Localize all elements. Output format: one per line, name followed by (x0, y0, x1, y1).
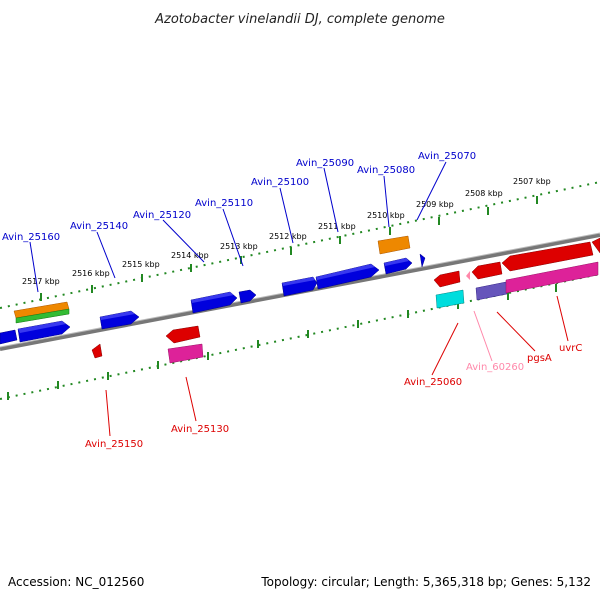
gene-arrow (315, 263, 380, 290)
gene-arrow-small (91, 343, 103, 359)
leader-line (431, 322, 459, 376)
leader-line (496, 311, 536, 352)
green-feature (15, 308, 70, 324)
kbp-label: 2508 kbp (465, 189, 503, 198)
gene-arrow (433, 270, 461, 288)
gene-label: Avin_25160 (2, 232, 60, 243)
gene-arrow (471, 261, 503, 280)
lower-gene-labels: Avin_25150 Avin_25130 Avin_25060 pgsA uv… (85, 343, 582, 450)
leader-line (105, 389, 111, 437)
kbp-label: 2512 kbp (269, 232, 307, 241)
kbp-label: 2515 kbp (122, 260, 160, 269)
upper-gene-labels: Avin_25160 Avin_25140 Avin_25120 Avin_25… (2, 151, 476, 243)
upper-leader-lines (29, 161, 447, 293)
gene-label: uvrC (559, 343, 582, 354)
kbp-label: 2510 kbp (367, 211, 405, 220)
leader-line (556, 295, 569, 342)
gene-label: Avin_25070 (418, 151, 476, 162)
accession-text: Accession: NC_012560 (8, 575, 144, 589)
kbp-label: 2507 kbp (513, 177, 551, 186)
leader-line (162, 219, 205, 263)
leader-line (416, 161, 447, 221)
gene-label: Avin_60260 (466, 362, 524, 373)
cyan-feature (435, 289, 465, 309)
gene-arrow-edge (591, 237, 600, 254)
gene-label: Avin_25120 (133, 210, 191, 221)
kbp-label: 2513 kbp (220, 242, 258, 251)
gene-label: Avin_25100 (251, 177, 309, 188)
forward-gene-highlights (18, 258, 409, 333)
kbp-label: 2516 kbp (72, 269, 110, 278)
gene-arrow-long (501, 241, 594, 272)
gene-label: Avin_25140 (70, 221, 128, 232)
leader-line (323, 167, 339, 233)
gene-label: pgsA (527, 353, 552, 364)
genome-stats-text: Topology: circular; Length: 5,365,318 bp… (260, 575, 591, 589)
leader-line (29, 241, 39, 293)
gene-label: Avin_25110 (195, 198, 253, 209)
leader-line-pink (473, 310, 493, 362)
lower-ticks (7, 284, 557, 400)
leader-line (222, 208, 244, 267)
purple-feature (475, 281, 508, 301)
kbp-label: 2517 kbp (22, 277, 60, 286)
pink-gene (466, 271, 470, 280)
lower-leader-lines (105, 295, 569, 437)
gene-label: Avin_25060 (404, 377, 462, 388)
gene-arrow (0, 329, 18, 345)
gene-arrow-small (419, 253, 426, 268)
kbp-label: 2509 kbp (416, 200, 454, 209)
orange-feature-2 (377, 235, 411, 255)
gene-arrow (238, 289, 257, 304)
magenta-feature-long (505, 261, 599, 294)
gene-label: Avin_25130 (171, 424, 229, 435)
leader-line (185, 376, 197, 422)
leader-line (383, 175, 390, 228)
map-title: Azotobacter vinelandii DJ, complete geno… (154, 12, 445, 27)
leader-line (96, 231, 116, 279)
reverse-genes (91, 237, 600, 359)
upper-ticks (40, 196, 538, 301)
leader-line (279, 187, 294, 244)
magenta-feature (167, 343, 204, 364)
gene-label: Avin_25150 (85, 439, 143, 450)
gene-label: Avin_25090 (296, 158, 354, 169)
kbp-label: 2514 kbp (171, 251, 209, 260)
gene-arrow (165, 325, 201, 344)
gene-label: Avin_25080 (357, 165, 415, 176)
